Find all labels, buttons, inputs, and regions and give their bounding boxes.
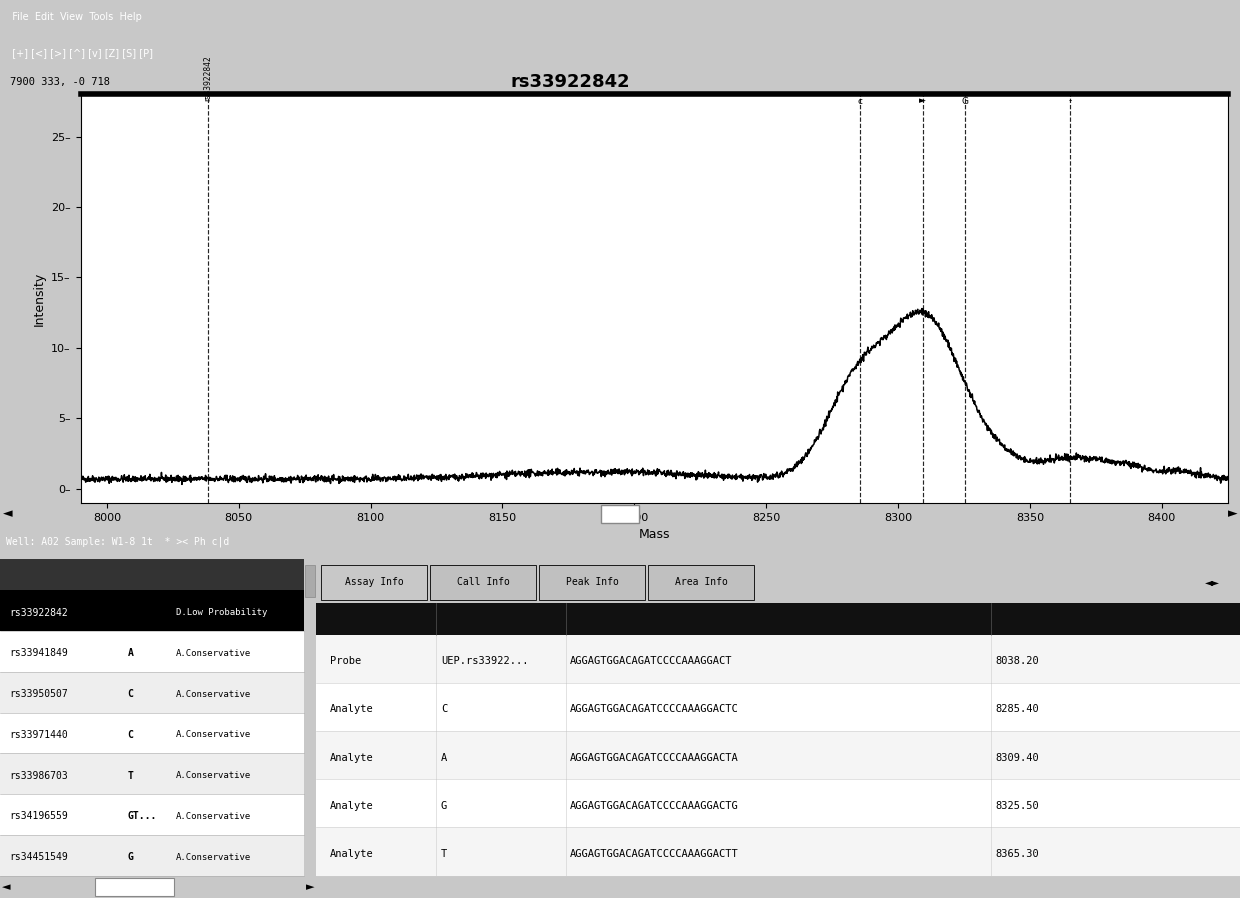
Bar — [316, 603, 1240, 635]
Text: ◄►: ◄► — [1205, 577, 1220, 587]
Text: 8285.40: 8285.40 — [996, 704, 1039, 714]
Text: Area Info: Area Info — [675, 577, 728, 587]
Bar — [601, 505, 639, 523]
Text: Assay Info: Assay Info — [345, 577, 403, 587]
X-axis label: Mass: Mass — [639, 528, 670, 541]
Text: rs33986703: rs33986703 — [9, 770, 68, 780]
Text: [+] [<] [>] [^] [v] [Z] [S] [P]: [+] [<] [>] [^] [v] [Z] [S] [P] — [6, 48, 154, 58]
Text: 8365.30: 8365.30 — [996, 849, 1039, 858]
Bar — [0, 672, 304, 712]
Bar — [0, 835, 304, 876]
Bar — [0, 753, 304, 794]
Text: AGGAGTGGACAGATCCCCAAAGGACTT: AGGAGTGGACAGATCCCCAAAGGACTT — [570, 849, 739, 858]
Text: AGGAGTGGACAGATCCCCAAAGGACTG: AGGAGTGGACAGATCCCCAAAGGACTG — [570, 801, 739, 811]
Text: File  Edit  View  Tools  Help: File Edit View Tools Help — [6, 12, 143, 22]
Bar — [316, 827, 1240, 876]
Text: rs33922842: rs33922842 — [511, 73, 630, 91]
Text: C: C — [128, 730, 134, 740]
Text: C: C — [128, 689, 134, 700]
FancyBboxPatch shape — [539, 565, 645, 600]
Text: rs33922842: rs33922842 — [203, 56, 212, 101]
Bar — [94, 878, 174, 896]
Text: Probe: Probe — [330, 656, 361, 666]
Text: c: c — [857, 97, 862, 106]
Text: A: A — [441, 753, 448, 762]
Text: ►: ► — [306, 882, 315, 892]
Text: ◄: ◄ — [1, 882, 10, 892]
Text: rs33950507: rs33950507 — [9, 689, 68, 700]
FancyBboxPatch shape — [321, 565, 427, 600]
Bar — [0, 712, 304, 753]
Text: C: C — [441, 704, 448, 714]
FancyBboxPatch shape — [430, 565, 536, 600]
Text: A.Conservative: A.Conservative — [176, 690, 252, 699]
Y-axis label: Intensity: Intensity — [32, 271, 46, 326]
Text: Analyte: Analyte — [330, 704, 373, 714]
Bar — [316, 779, 1240, 827]
Bar — [316, 682, 1240, 731]
Text: rs33941849: rs33941849 — [9, 648, 68, 658]
Text: -: - — [1069, 97, 1071, 106]
Bar — [305, 565, 315, 596]
Text: G: G — [962, 97, 968, 106]
Text: rs33922842: rs33922842 — [9, 608, 68, 618]
Text: GT...: GT... — [128, 812, 157, 822]
Text: T: T — [441, 849, 448, 858]
Text: A.Conservative: A.Conservative — [176, 730, 252, 739]
Text: G: G — [441, 801, 448, 811]
Text: Call Info: Call Info — [456, 577, 510, 587]
Bar — [0, 590, 304, 631]
Text: A.Conservative: A.Conservative — [176, 853, 252, 862]
Text: A.Conservative: A.Conservative — [176, 771, 252, 780]
Text: 8038.20: 8038.20 — [996, 656, 1039, 666]
Text: AGGAGTGGACAGATCCCCAAAGGACT: AGGAGTGGACAGATCCCCAAAGGACT — [570, 656, 733, 666]
Text: G: G — [128, 852, 134, 862]
Text: ►: ► — [919, 97, 926, 106]
Text: ►: ► — [1228, 507, 1238, 521]
Text: Analyte: Analyte — [330, 801, 373, 811]
FancyBboxPatch shape — [647, 565, 754, 600]
Text: T: T — [128, 770, 134, 780]
Bar — [316, 635, 1240, 682]
Bar — [0, 631, 304, 672]
Text: 7900 333, -0 718: 7900 333, -0 718 — [10, 76, 110, 87]
Text: AGGAGTGGACAGATCCCCAAAGGACTC: AGGAGTGGACAGATCCCCAAAGGACTC — [570, 704, 739, 714]
Text: A.Conservative: A.Conservative — [176, 812, 252, 821]
Text: rs34196559: rs34196559 — [9, 812, 68, 822]
Text: A.Conservative: A.Conservative — [176, 649, 252, 658]
Text: 8325.50: 8325.50 — [996, 801, 1039, 811]
Bar — [316, 731, 1240, 779]
Text: Analyte: Analyte — [330, 849, 373, 858]
Bar — [0, 794, 304, 835]
Text: rs34451549: rs34451549 — [9, 852, 68, 862]
Text: 8309.40: 8309.40 — [996, 753, 1039, 762]
Text: D.Low Probability: D.Low Probability — [176, 608, 268, 617]
Text: Well: A02 Sample: W1-8 1t  * >< Ph c|d: Well: A02 Sample: W1-8 1t * >< Ph c|d — [6, 537, 229, 547]
Text: rs33971440: rs33971440 — [9, 730, 68, 740]
Bar — [0, 559, 304, 590]
Text: Peak Info: Peak Info — [565, 577, 619, 587]
Text: ◄: ◄ — [2, 507, 12, 521]
Text: UEP.rs33922...: UEP.rs33922... — [441, 656, 528, 666]
Text: Analyte: Analyte — [330, 753, 373, 762]
Text: A: A — [128, 648, 134, 658]
Text: AGGAGTGGACAGATCCCCAAAGGACTA: AGGAGTGGACAGATCCCCAAAGGACTA — [570, 753, 739, 762]
